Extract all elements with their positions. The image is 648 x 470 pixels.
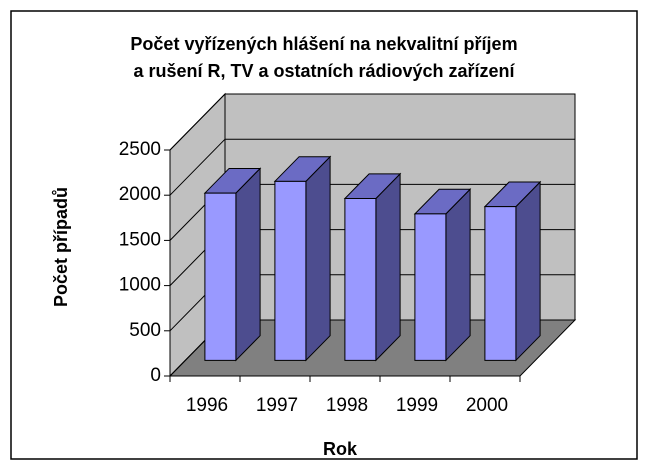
x-tick-label: 1998 (326, 395, 368, 416)
y-axis-label: Počet případů (51, 187, 71, 307)
y-tick-label: 1000 (119, 275, 161, 296)
bar-side (305, 155, 331, 362)
x-tick-label: 2000 (466, 395, 508, 416)
bar (413, 188, 472, 362)
bar (343, 172, 402, 362)
bar-side (515, 180, 541, 362)
bar-front (204, 192, 237, 361)
grid-line (169, 93, 575, 151)
x-axis-label: Rok (323, 439, 358, 459)
bar (273, 155, 332, 362)
bar-front (344, 198, 377, 361)
x-tick-label: 1997 (256, 395, 298, 416)
bar-front (484, 206, 517, 361)
bar-front (274, 180, 307, 361)
y-tick-label: 2500 (119, 139, 161, 160)
chart-title: Počet vyřízených hlášení na nekvalitní p… (130, 34, 517, 54)
bar (203, 167, 262, 362)
bar-side (445, 188, 471, 362)
bar-side (375, 172, 401, 362)
bar-front (414, 213, 447, 361)
grid-line (169, 138, 575, 196)
y-tick-label: 1500 (119, 229, 161, 250)
bar-side (235, 167, 261, 362)
bar (483, 180, 542, 362)
y-tick-label: 2000 (119, 184, 161, 205)
x-tick-label: 1999 (396, 395, 438, 416)
x-tick-label: 1996 (186, 395, 228, 416)
y-tick-label: 0 (150, 365, 161, 386)
y-tick-label: 500 (129, 320, 161, 341)
chart-title: a rušení R, TV a ostatních rádiových zař… (133, 61, 515, 81)
